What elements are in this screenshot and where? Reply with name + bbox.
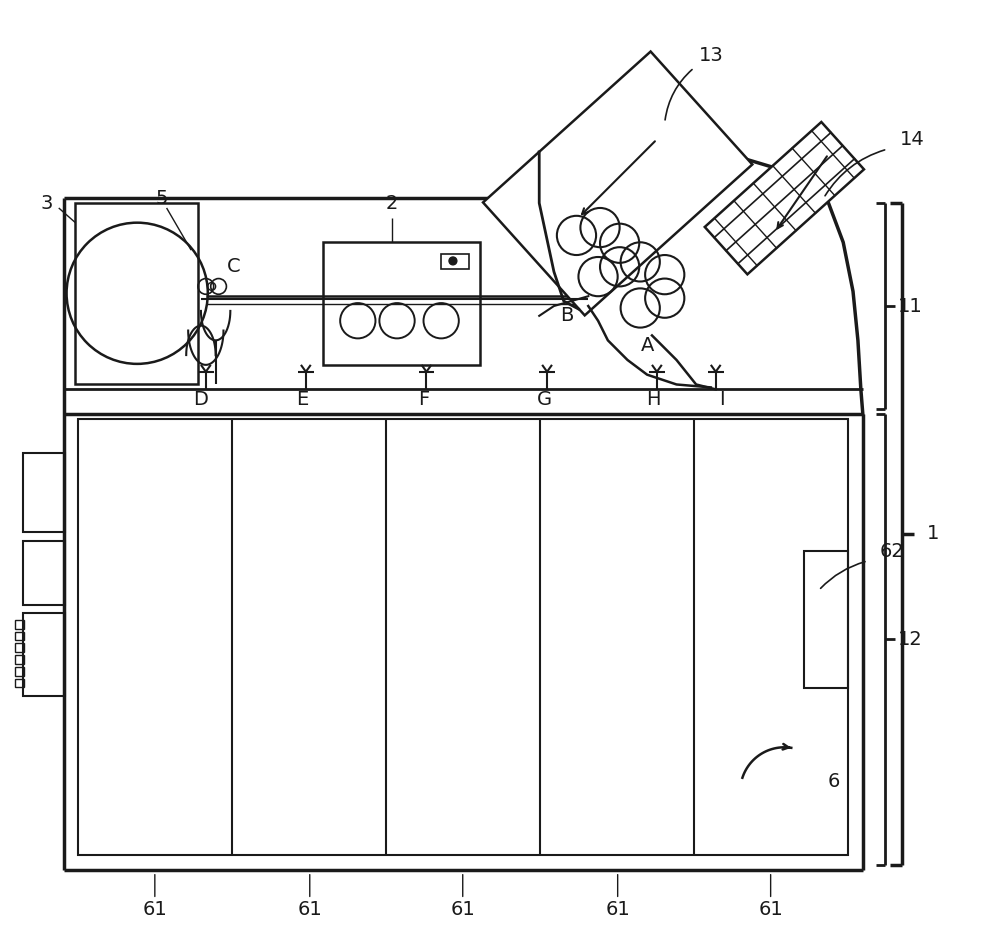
Bar — [15, 631, 24, 641]
Text: E: E — [296, 389, 308, 409]
Text: 1: 1 — [927, 524, 940, 543]
Text: B: B — [560, 306, 573, 325]
Text: 61: 61 — [450, 899, 475, 919]
Circle shape — [449, 257, 457, 265]
Text: 61: 61 — [758, 899, 783, 919]
Text: 2: 2 — [386, 194, 398, 212]
Text: 14: 14 — [899, 130, 924, 149]
Bar — [78, 419, 848, 855]
Bar — [23, 453, 65, 531]
Text: 61: 61 — [142, 899, 167, 919]
Text: D: D — [193, 389, 208, 409]
Bar — [23, 613, 65, 696]
Polygon shape — [483, 52, 752, 315]
Bar — [15, 620, 24, 629]
Bar — [23, 541, 65, 605]
Text: 62: 62 — [880, 541, 905, 561]
Bar — [323, 242, 480, 365]
Bar — [804, 552, 848, 689]
Text: G: G — [537, 389, 552, 409]
Text: 61: 61 — [605, 899, 630, 919]
Text: 3: 3 — [41, 194, 53, 212]
Text: 11: 11 — [898, 297, 922, 315]
Bar — [75, 203, 198, 385]
Text: 12: 12 — [898, 630, 922, 649]
Text: 5: 5 — [155, 189, 168, 208]
Bar — [441, 254, 469, 269]
Text: A: A — [640, 336, 654, 355]
Text: 13: 13 — [698, 46, 723, 66]
Text: 61: 61 — [297, 899, 322, 919]
Text: H: H — [646, 389, 660, 409]
Bar — [15, 655, 24, 664]
Bar — [15, 667, 24, 676]
Text: I: I — [719, 389, 724, 409]
Text: C: C — [226, 258, 240, 276]
Bar — [15, 679, 24, 688]
Text: F: F — [418, 389, 429, 409]
Bar — [15, 643, 24, 653]
Polygon shape — [705, 122, 864, 274]
Text: 6: 6 — [827, 772, 840, 791]
